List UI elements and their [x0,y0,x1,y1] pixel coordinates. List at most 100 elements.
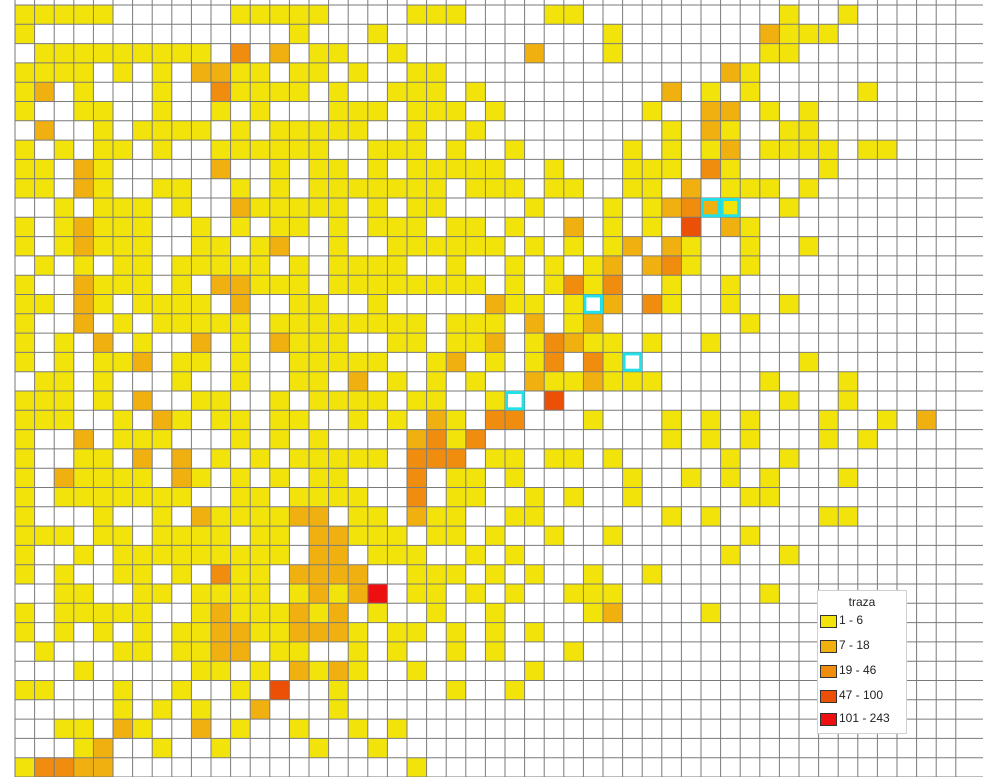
grid-cell [269,526,290,546]
grid-cell [387,641,407,662]
grid-cell [230,352,251,372]
grid-cell [563,178,584,198]
grid-cell [93,352,113,372]
grid-cell [446,429,466,449]
grid-cell [73,661,94,681]
grid-cell [465,545,486,565]
grid-cell [113,62,133,83]
highlighted-cell [583,294,604,314]
grid-cell [426,198,447,218]
grid-cell [446,506,466,527]
grid-cell [309,487,329,507]
grid-cell [113,545,133,565]
grid-cell [152,429,172,449]
grid-cell [407,140,427,160]
grid-cell [407,275,427,295]
grid-cell [701,506,721,527]
grid-cell [269,120,290,141]
grid-cell [720,62,741,83]
grid-cell [740,313,760,334]
grid-cell [191,120,211,141]
grid-cell [93,622,113,642]
grid-cell [73,275,94,295]
grid-cell [289,24,309,44]
grid-cell [132,120,153,141]
grid-cell [309,313,329,334]
grid-cell [446,159,466,179]
legend-title: traza [848,595,876,609]
grid-cell [622,140,643,160]
grid-cell [191,62,211,83]
grid-cell [799,24,819,44]
grid-cell [230,294,251,314]
grid-cell [250,5,270,25]
grid-cell [34,5,55,25]
grid-cell [54,468,74,488]
grid-cell [407,5,427,25]
grid-cell [387,236,407,256]
grid-cell [465,468,486,488]
grid-cell [132,333,153,353]
grid-cell [230,468,251,488]
grid-cell [191,333,211,353]
grid-cell [681,217,701,237]
grid-cell [818,410,839,430]
grid-cell [15,622,35,642]
grid-cell [348,178,368,198]
grid-cell [309,333,329,353]
grid-cell [603,526,623,546]
grid-cell [152,410,172,430]
grid-cell [348,410,368,430]
grid-cell [132,391,153,411]
grid-cell [563,275,584,295]
grid-cell [54,584,74,604]
grid-cell [367,738,388,758]
grid-cell [505,275,525,295]
grid-cell [289,140,309,160]
grid-cell [407,391,427,411]
grid-cell [348,506,368,527]
grid-cell [15,410,35,430]
grid-cell [328,487,349,507]
grid-cell [759,24,780,44]
grid-cell [54,526,74,546]
grid-cell [485,641,505,662]
grid-cell [230,564,251,584]
grid-cell [642,101,662,121]
grid-cell [661,275,682,295]
grid-cell [328,448,349,469]
grid-cell [720,198,741,218]
grid-cell [348,622,368,642]
grid-cell [544,255,564,276]
grid-cell [171,255,192,276]
grid-cell [269,178,290,198]
grid-cell [230,506,251,527]
grid-cell [387,526,407,546]
grid-cell [289,641,309,662]
grid-cell [15,545,35,565]
grid-cell [505,448,525,469]
grid-cell [407,468,427,488]
grid-cell [15,506,35,527]
grid-cell [15,468,35,488]
grid-cell [916,410,937,430]
grid-cell [309,603,329,623]
highlighted-cell [720,198,741,218]
grid-cell [720,120,741,141]
grid-cell [367,603,388,623]
grid-cell [289,5,309,25]
grid-cell [34,82,55,102]
grid-cell [779,294,799,314]
grid-cell [54,487,74,507]
grid-cell [563,371,584,391]
grid-cell [15,603,35,623]
grid-cell [524,198,545,218]
grid-cell [171,352,192,372]
grid-cell [54,352,74,372]
grid-cell [720,101,741,121]
grid-cell [407,178,427,198]
grid-cell [309,622,329,642]
grid-cell [309,62,329,83]
grid-cell [191,661,211,681]
